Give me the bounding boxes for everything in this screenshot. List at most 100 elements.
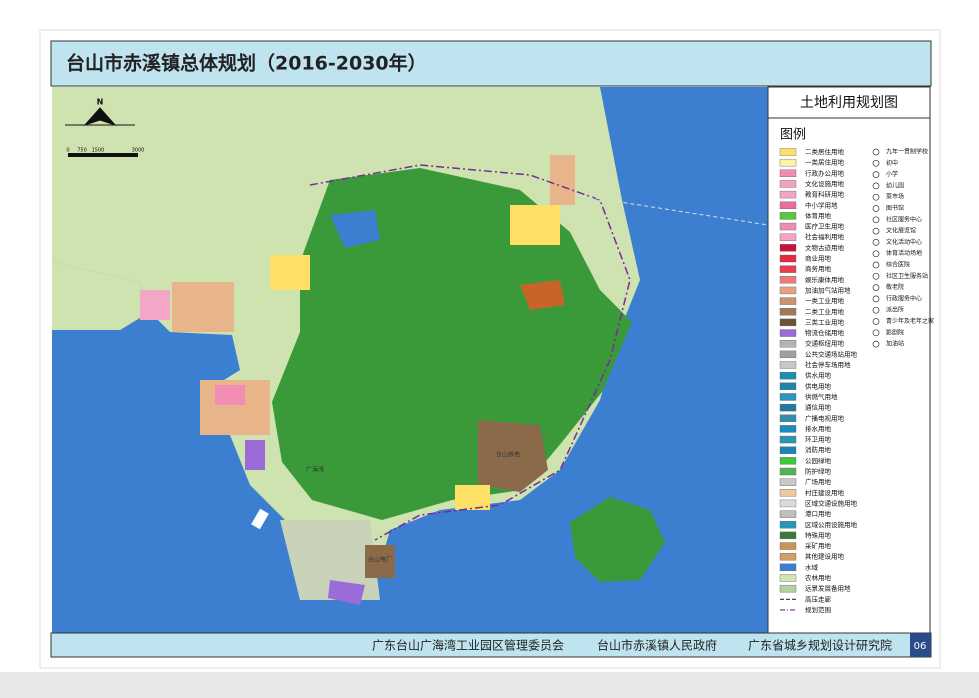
- legend-swatch: [779, 329, 797, 337]
- facility-icon: [872, 148, 880, 156]
- reservoir: [330, 210, 380, 248]
- facility-label: 社区服务中心: [886, 215, 922, 223]
- legend-swatch: [779, 425, 797, 433]
- legend-swatch: [779, 276, 797, 284]
- legend-swatch: [779, 521, 797, 529]
- legend-swatch: [779, 350, 797, 359]
- facility-icon: [872, 239, 880, 246]
- legend-label: 水域: [805, 562, 819, 571]
- facility-label: 综合医院: [886, 261, 910, 269]
- legend-swatch: [779, 265, 797, 273]
- facility-icon: [872, 272, 880, 280]
- facility-label: 体育活动场地: [886, 249, 922, 257]
- legend-label: 文物古迹用地: [805, 243, 845, 252]
- facility-icon: [872, 205, 880, 212]
- mining-area: [520, 280, 565, 310]
- legend-swatch: [779, 414, 797, 422]
- facility-icon: [872, 340, 880, 348]
- legend-swatch: [779, 190, 797, 199]
- legend-label: 娱乐康体用地: [805, 275, 845, 284]
- facility-icon: [872, 261, 880, 269]
- legend-swatch: [779, 371, 797, 380]
- facility-label: 初中: [886, 159, 898, 167]
- legend-label: 中小学用地: [805, 200, 838, 209]
- footer-band: [50, 632, 932, 658]
- legend-label: 农林用地: [805, 573, 832, 582]
- legend-label: 三类工业用地: [805, 317, 845, 326]
- urban-zone: [510, 205, 560, 245]
- legend-label: 远景发展备用地: [805, 584, 851, 593]
- footer: 广东台山广海湾工业园区管理委员会 台山市赤溪镇人民政府 广东省城乡规划设计研究院 06: [372, 638, 926, 653]
- legend-label: 通信用地: [805, 403, 832, 412]
- title-band: [50, 40, 932, 87]
- legend-swatch: [779, 318, 797, 327]
- urban-zone: [215, 385, 245, 405]
- facility-icon: [872, 182, 880, 190]
- legend-swatch: [779, 158, 797, 167]
- facility-icon: [872, 318, 880, 325]
- facility-icon: [872, 329, 880, 337]
- legend-swatch: [779, 489, 797, 497]
- facility-label: 社区卫生服务站: [886, 272, 928, 280]
- legend-label: 公共交通场站用地: [805, 349, 858, 358]
- scale-label: 0: [66, 148, 69, 154]
- scale-label: 3000: [132, 148, 145, 154]
- facility-icon: [872, 171, 880, 178]
- legend-swatch: [779, 308, 797, 316]
- facility-icon: [872, 250, 880, 258]
- legend-swatch: [779, 457, 797, 465]
- facility-icon: [872, 193, 880, 201]
- facility-label: 文化展览馆: [886, 227, 916, 235]
- legend-label: 港口用地: [805, 509, 832, 518]
- legend-label: 加油加气站用地: [805, 285, 851, 294]
- facility-icon: [872, 216, 880, 224]
- facility-icon: [872, 306, 880, 314]
- facility-label: 青少年及老年之家: [886, 317, 934, 325]
- legend-swatch: [779, 222, 797, 231]
- legend-label: 交通枢纽用地: [805, 339, 845, 348]
- legend-label: 社会停车场用地: [805, 360, 851, 369]
- facility-icon: [872, 159, 880, 167]
- legend-panel: [767, 86, 931, 634]
- legend-label: 医疗卫生用地: [805, 222, 845, 231]
- legend-swatch: [779, 510, 797, 518]
- legend-swatch: [779, 297, 797, 305]
- legend-swatch: [779, 382, 797, 390]
- power-corridor: [574, 194, 769, 226]
- legend-label: 高压走廊: [805, 594, 832, 603]
- legend-label: 教育科研用地: [805, 190, 845, 199]
- legend-swatch: [779, 435, 797, 444]
- map-label: 台山电厂: [368, 556, 392, 564]
- nuclear-site: [478, 420, 548, 492]
- pier: [251, 508, 269, 530]
- legend-label: 特殊用地: [805, 530, 832, 539]
- legend-swatch: [779, 499, 797, 508]
- legend-swatch: [779, 361, 797, 369]
- legend-title: 图例: [780, 128, 806, 143]
- facility-label: 行政服务中心: [886, 294, 922, 302]
- panel-title: 土地利用规划图: [800, 95, 898, 111]
- title: 台山市赤溪镇总体规划（2016-2030年）: [66, 52, 427, 75]
- mountain: [272, 168, 632, 520]
- legend-swatch: [779, 531, 797, 540]
- legend-swatch: [779, 478, 797, 486]
- legend-swatch: [779, 542, 797, 550]
- scale-bar: [68, 153, 138, 157]
- legend-label: 广播电视用地: [805, 413, 845, 422]
- legend-swatch: [779, 180, 797, 188]
- legend-label: 村庄建设用地: [805, 488, 845, 497]
- legend-label: 二类工业用地: [805, 307, 845, 316]
- facility-label: 幼儿园: [886, 181, 904, 189]
- urban-zone: [172, 282, 234, 332]
- legend-swatch: [779, 574, 797, 582]
- legend-label: 供水用地: [805, 371, 832, 380]
- legend-swatch: [779, 553, 797, 561]
- north-arrow: [65, 107, 135, 127]
- legend-label: 采矿用地: [805, 541, 832, 550]
- legend-swatch: [779, 233, 797, 241]
- legend-swatch: [779, 201, 797, 209]
- port-area: [280, 520, 380, 600]
- map-label: 广海湾: [306, 466, 324, 474]
